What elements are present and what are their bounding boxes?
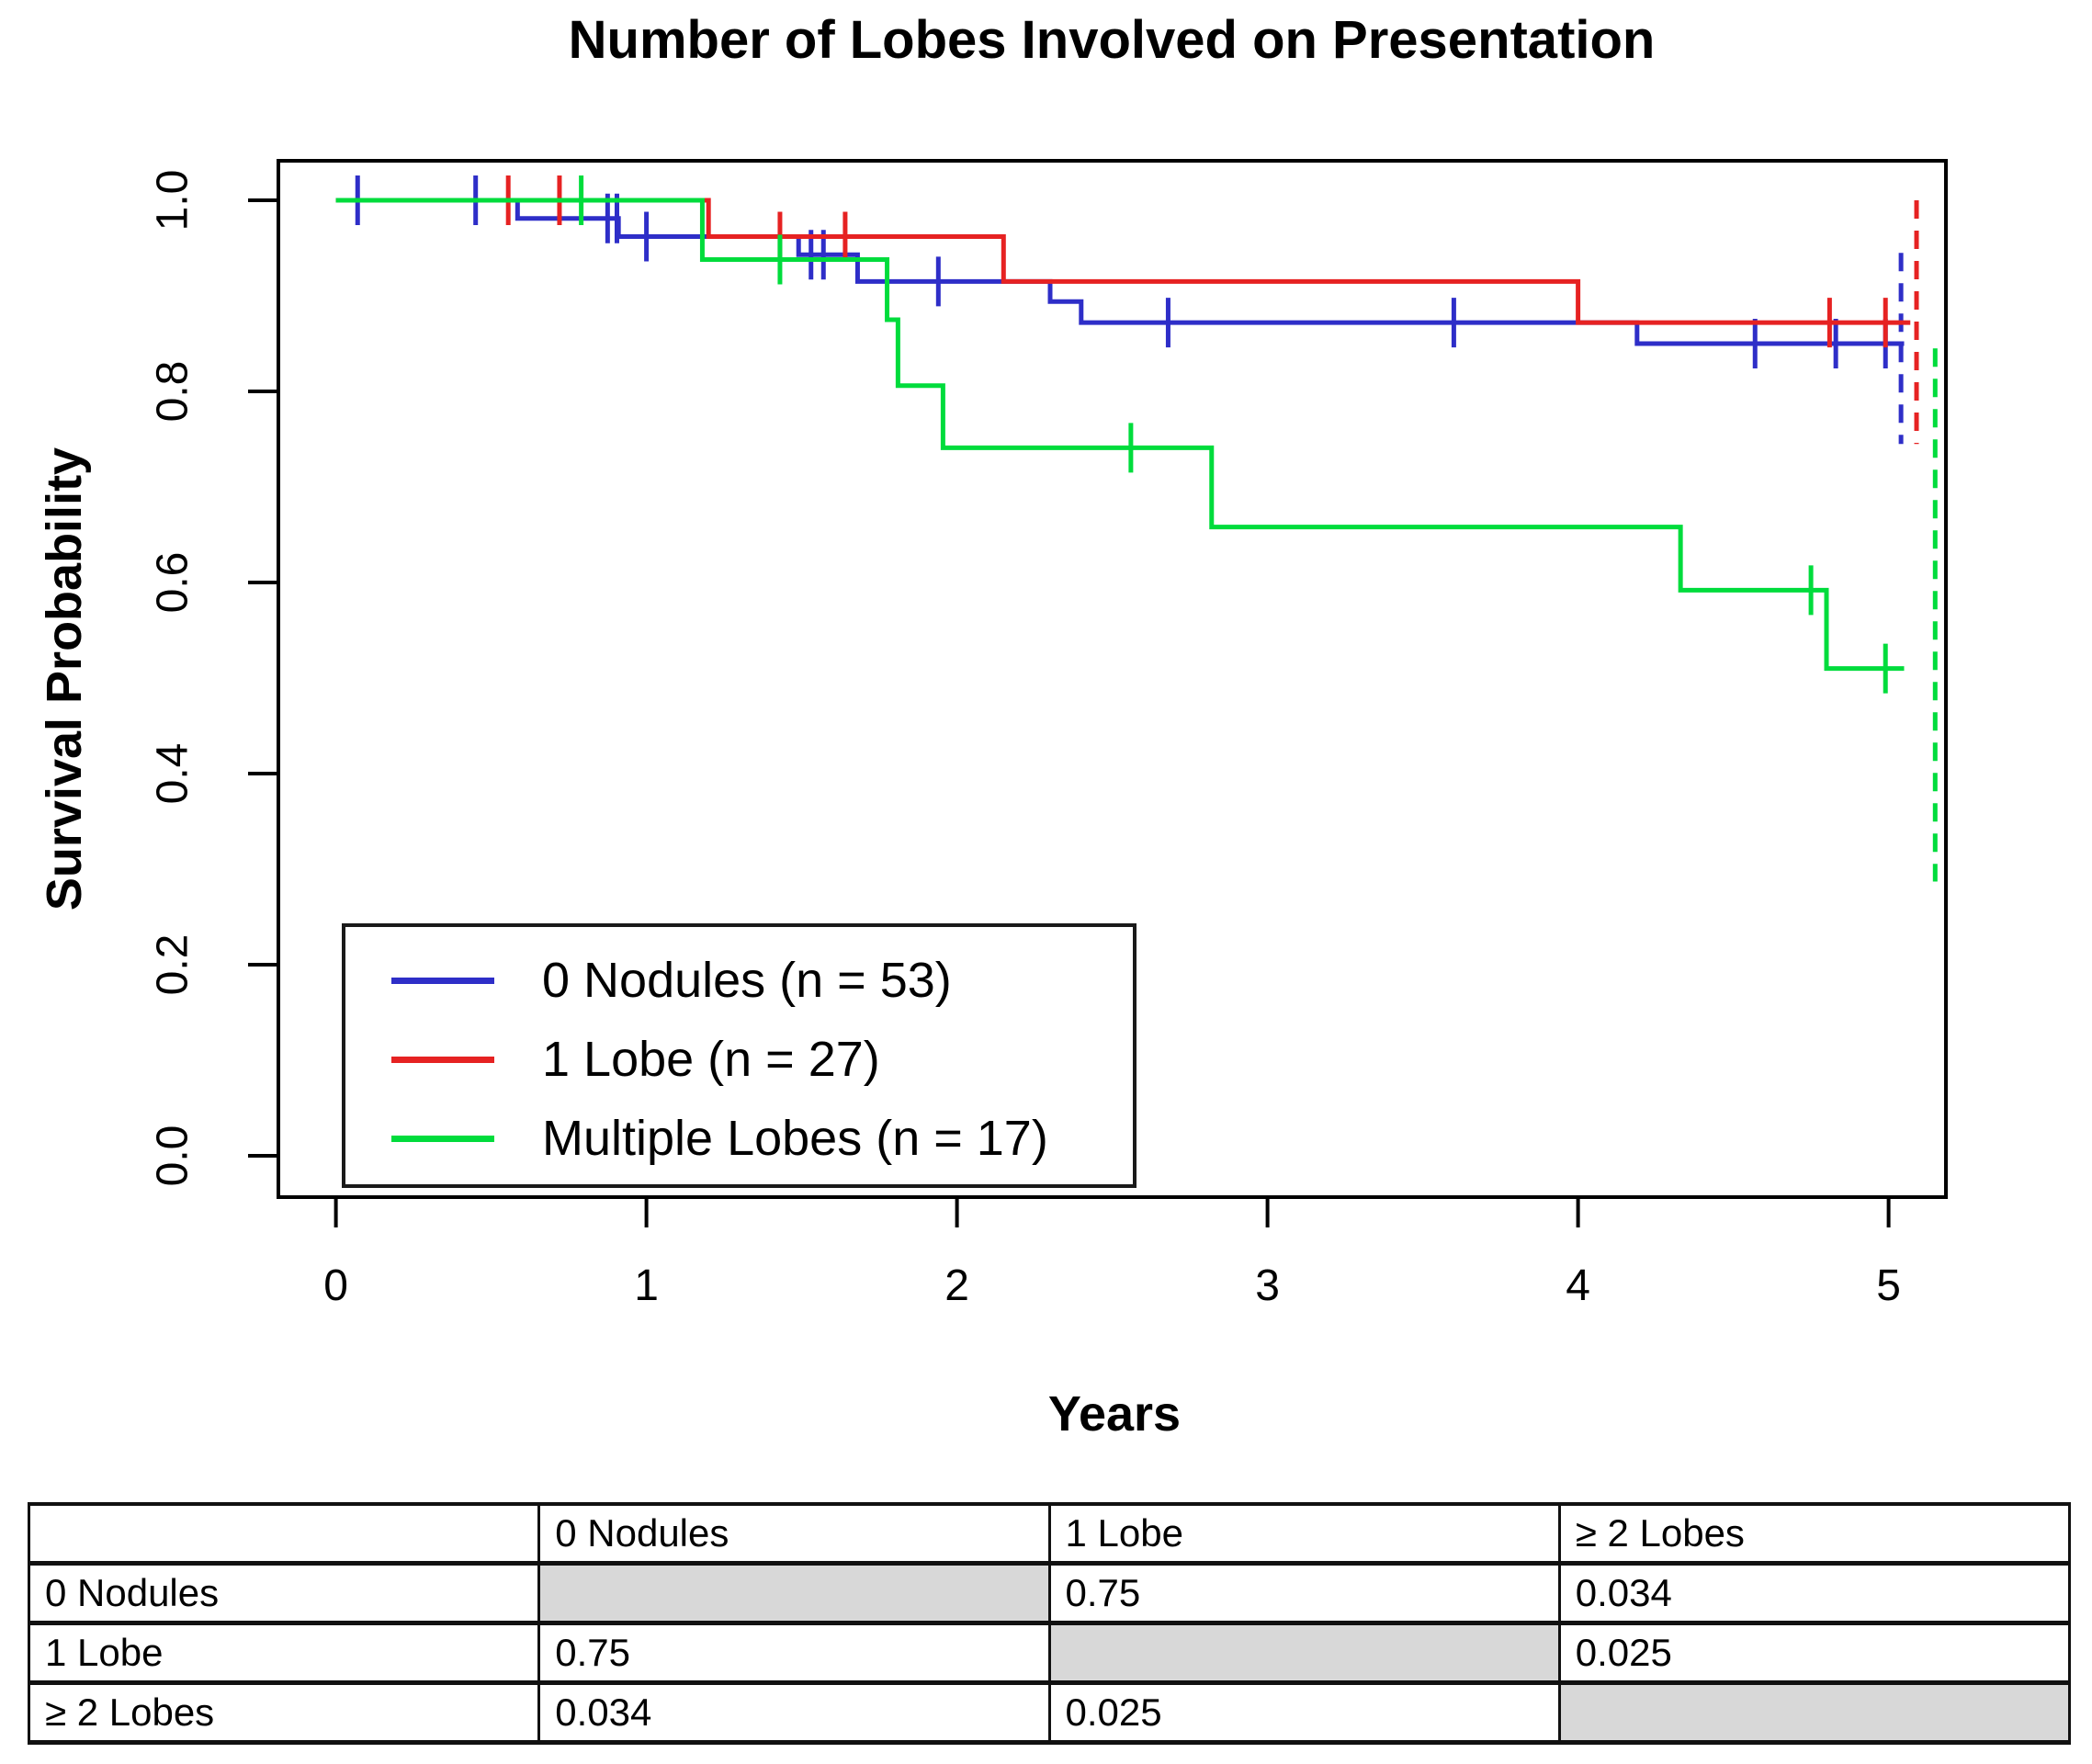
diagonal-cell — [1557, 1680, 2072, 1745]
table-row: 0 Nodules 0.75 0.034 — [27, 1561, 2072, 1625]
x-tick-label-4: 4 — [1566, 1261, 1590, 1310]
x-tick-label-2: 2 — [944, 1261, 969, 1310]
pairwise-p-value-table: 0 Nodules 1 Lobe ≥ 2 Lobes 0 Nodules 0.7… — [27, 1502, 2072, 1745]
legend-line-sample-green — [391, 1135, 494, 1142]
p-value-cell: 0.034 — [1557, 1561, 2072, 1625]
chart-title: Number of Lobes Involved on Presentation — [568, 10, 1656, 70]
p-value-cell: 0.025 — [1557, 1621, 2072, 1685]
legend-label: Multiple Lobes (n = 17) — [542, 1111, 1048, 1166]
p-value-cell: 0.75 — [537, 1621, 1051, 1685]
y-tick-label-0.2: 0.2 — [148, 933, 198, 996]
legend-label: 1 Lobe (n = 27) — [542, 1032, 880, 1087]
x-tick-label-1: 1 — [634, 1261, 659, 1310]
p-value-cell: 0.025 — [1047, 1680, 1561, 1745]
x-tick-label-0: 0 — [323, 1261, 348, 1310]
x-tick-label-3: 3 — [1255, 1261, 1280, 1310]
plot-frame — [277, 159, 1948, 1199]
x-axis-label: Years — [1047, 1386, 1182, 1442]
table-header-row: 0 Nodules 1 Lobe ≥ 2 Lobes — [27, 1502, 2072, 1566]
x-tick-label-5: 5 — [1876, 1261, 1901, 1310]
y-tick-label-1.0: 1.0 — [148, 169, 198, 232]
survival-curve-2 — [335, 198, 1905, 672]
row-label-1-lobe: 1 Lobe — [27, 1621, 541, 1685]
table-header-1-lobe: 1 Lobe — [1047, 1502, 1561, 1566]
y-tick-label-0.8: 0.8 — [148, 360, 198, 423]
table-header-ge2-lobes: ≥ 2 Lobes — [1557, 1502, 2072, 1566]
table-row: 1 Lobe 0.75 0.025 — [27, 1621, 2072, 1685]
row-label-0-nodules: 0 Nodules — [27, 1561, 541, 1625]
legend-line-sample-blue — [391, 977, 494, 984]
y-axis-label: Survival Probability — [37, 447, 92, 911]
table-corner-cell — [27, 1502, 541, 1566]
legend-label: 0 Nodules (n = 53) — [542, 953, 952, 1008]
diagonal-cell — [1047, 1621, 1561, 1685]
survival-curve-1 — [335, 198, 1911, 325]
survival-curve-0 — [335, 198, 1905, 346]
diagonal-cell — [537, 1561, 1051, 1625]
row-label-ge2-lobes: ≥ 2 Lobes — [27, 1680, 541, 1745]
legend-entry-1-lobe: 1 Lobe (n = 27) — [391, 1031, 1133, 1088]
y-tick-label-0.6: 0.6 — [148, 551, 198, 614]
legend-line-sample-red — [391, 1056, 494, 1063]
legend-entry-multiple-lobes: Multiple Lobes (n = 17) — [391, 1110, 1133, 1167]
table-row: ≥ 2 Lobes 0.034 0.025 — [27, 1680, 2072, 1745]
legend-box: 0 Nodules (n = 53) 1 Lobe (n = 27) Multi… — [342, 923, 1136, 1188]
table-header-0-nodules: 0 Nodules — [537, 1502, 1051, 1566]
legend-entry-0-nodules: 0 Nodules (n = 53) — [391, 952, 1133, 1009]
y-tick-label-0.0: 0.0 — [148, 1125, 198, 1187]
p-value-cell: 0.034 — [537, 1680, 1051, 1745]
y-tick-label-0.4: 0.4 — [148, 742, 198, 805]
p-value-cell: 0.75 — [1047, 1561, 1561, 1625]
